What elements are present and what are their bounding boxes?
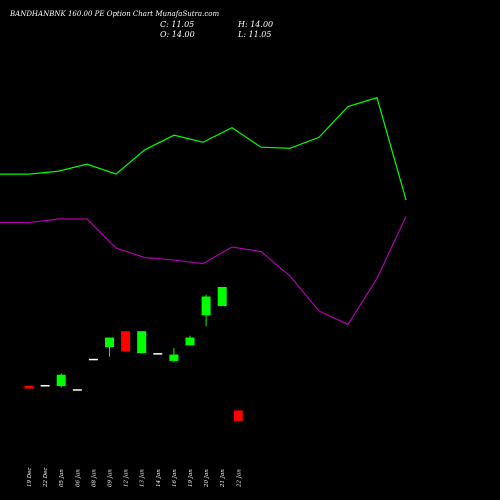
candle-body [169, 354, 179, 361]
x-tick-label: 14 Jan [156, 469, 162, 487]
lower-band-line [0, 216, 407, 326]
candle-body [217, 286, 227, 307]
high-value: H: 14.00 [238, 20, 274, 29]
x-tick-label: 21 Jan [220, 469, 226, 488]
candle-body [137, 331, 147, 354]
x-tick-label: 19 Dec [27, 468, 33, 488]
x-tick-label: 13 Jan [140, 469, 146, 487]
x-tick-label: 05 Jan [59, 469, 65, 487]
candle-body [121, 331, 131, 352]
candle-body [105, 337, 114, 348]
candle-body [185, 337, 195, 346]
x-tick-label: 20 Jan [204, 469, 210, 488]
x-axis: 19 Dec 22 Dec 05 Jan 06 Jan 08 Jan 09 Jan 12 J… [27, 468, 242, 489]
x-tick-label: 08 Jan [91, 469, 97, 487]
x-tick-label: 12 Jan [124, 469, 130, 487]
close-value: C: 11.05 [160, 20, 195, 29]
x-tick-label: 06 Jan [75, 469, 81, 487]
candle-body [40, 384, 50, 387]
x-tick-label: 22 Dec [43, 468, 49, 489]
upper-band-line [0, 96, 407, 201]
candles-layer [24, 286, 243, 421]
candle-body [233, 410, 243, 421]
chart-title: BANDHANBNK 160.00 PE Option Chart Munafa… [10, 10, 220, 18]
x-tick-label: 22 Jan [236, 469, 242, 488]
candle-body [72, 389, 82, 391]
x-tick-label: 09 Jan [108, 469, 114, 487]
x-tick-label: 16 Jan [172, 469, 178, 487]
x-tick-label: 19 Jan [188, 469, 194, 487]
open-value: O: 14.00 [160, 30, 195, 39]
candle-body [24, 385, 34, 389]
candle-body [153, 353, 163, 355]
candle-body [56, 374, 66, 387]
low-value: L: 11.05 [238, 30, 272, 39]
bands-layer [0, 96, 407, 326]
candle-body [201, 296, 211, 316]
candle-body [88, 358, 98, 361]
